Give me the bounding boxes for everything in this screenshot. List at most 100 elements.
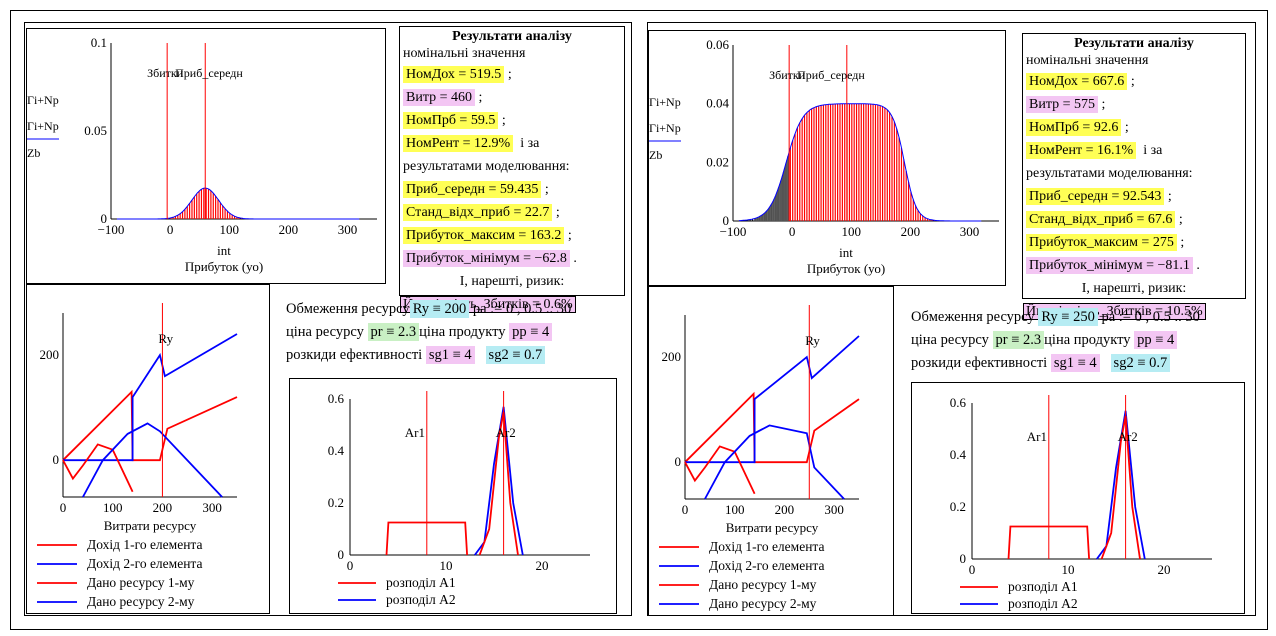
right-allocation-chart: Ry 200 0 0 100 200 300 Витрати ресурсу Дохід 1-г… <box>659 305 860 611</box>
costs: Витр = 575 <box>1026 96 1099 113</box>
x-tick-label: 100 <box>725 502 745 517</box>
x-tick-label: 100 <box>841 224 861 239</box>
param-ry[interactable]: Ry ≡ 250 <box>1038 308 1098 326</box>
std-profit: Станд_відх_приб = 22.7 <box>403 204 553 221</box>
resource-1-line <box>62 443 134 493</box>
nom-rent: НомРент = 12.9% <box>403 135 514 152</box>
y-tick-label: 0.06 <box>706 37 729 52</box>
y-tick-label: 200 <box>40 347 60 362</box>
left-region <box>24 22 632 616</box>
legend-label: розподіл A2 <box>1008 596 1078 611</box>
nom-income: НомДох = 667.6 <box>1026 73 1128 90</box>
param-sg1[interactable]: sg1 ≡ 4 <box>1050 354 1100 372</box>
results-subtitle: номінальні значення <box>403 46 526 61</box>
x-tick-label: 10 <box>1062 562 1075 577</box>
finally-text: І, нарешті, ризик: <box>1081 281 1187 296</box>
legend-label: розподіл A2 <box>386 592 456 607</box>
and-by-text: і за <box>520 136 540 151</box>
param-sg2[interactable]: sg2 ≡ 0.7 <box>485 346 546 364</box>
y-axis-label: Гі+Np <box>27 119 59 133</box>
density-curve <box>738 103 982 222</box>
costs: Витр = 460 <box>403 89 476 106</box>
mean-annotation: Приб_середн <box>797 68 865 82</box>
y-axis-label: Гі+Np <box>27 93 59 107</box>
right-distribution-chart: Ar1 Ar2 0.6 0.4 0.2 00 10 20 розподіл A1 розподіл… <box>950 395 1212 611</box>
results-title: Результати аналізу <box>452 29 572 44</box>
x-axis-label: Витрати ресурсу <box>104 518 197 533</box>
param-pp[interactable]: pp ≡ 4 <box>1134 331 1178 349</box>
x-tick-label: 0 <box>60 500 67 515</box>
loss-annotation: Збитки <box>769 68 806 82</box>
param-label-price: ціна ресурсу <box>286 324 364 340</box>
param-label-spread: розкиди ефективності <box>286 347 423 363</box>
x-axis-label: Прибуток (уо) <box>185 259 263 274</box>
y-tick-label: 0 <box>960 551 967 566</box>
y-tick-label: 0 <box>53 452 60 467</box>
resource-2-line <box>82 422 223 498</box>
finally-text: І, нарешті, ризик: <box>459 274 565 289</box>
x-tick-label: −100 <box>98 222 125 237</box>
income-2-line <box>63 333 238 462</box>
resource-2-line <box>704 424 845 500</box>
x-tick-label: 0 <box>682 502 689 517</box>
x-tick-label: 200 <box>153 500 173 515</box>
legend-label: Дано ресурсу 1-му <box>709 577 817 592</box>
left-histogram-panel: Збитки Приб_середн 0.1 0.05 0 −100 0 100 200 300 Г… <box>26 28 386 284</box>
income-2-line <box>685 335 860 464</box>
x-tick-label: 200 <box>775 502 795 517</box>
param-sg2[interactable]: sg2 ≡ 0.7 <box>1110 354 1171 372</box>
mean-profit: Приб_середн = 59.435 <box>403 181 542 198</box>
income-1-line <box>684 391 860 464</box>
x-tick-label: 20 <box>536 558 549 573</box>
right-distribution-panel: Ar1 Ar2 0.6 0.4 0.2 0 0 10 20 розподіл A1 розподіл… <box>911 382 1245 614</box>
param-pa: pa := 0 , 0.5 .. 30 <box>1101 309 1200 325</box>
a2-overlay-line <box>478 411 519 556</box>
x-tick-label: 100 <box>219 222 239 237</box>
x-axis-label: Витрати ресурсу <box>726 520 819 535</box>
a2-overlay-line <box>1100 415 1141 560</box>
legend-label: Дохід 2-го елемента <box>87 556 202 571</box>
left-allocation-panel: Ry 200 0 0 100 200 300 Витрати ресурсу Дохід 1-г… <box>26 284 270 614</box>
y-tick-label: 0.1 <box>91 35 107 50</box>
mean-profit: Приб_середн = 92.543 <box>1026 188 1165 205</box>
param-label-spread: розкиди ефективності <box>911 355 1048 371</box>
left-distribution-chart: Ar1 Ar2 0.6 0.4 0.2 00 10 20 розподіл A1 розподіл… <box>328 391 590 607</box>
y-tick-label: 0.6 <box>328 391 345 406</box>
results-title: Результати аналізу <box>1074 36 1194 51</box>
y-tick-label: 0.02 <box>706 154 729 169</box>
max-profit: Прибуток_максим = 275 <box>1026 234 1177 251</box>
param-pr[interactable]: pr ≡ 2.3 <box>992 331 1045 349</box>
y-tick-label: 0.2 <box>950 499 966 514</box>
y-tick-label: 0.05 <box>84 123 107 138</box>
y-axis-label: Гі+Np <box>649 95 681 109</box>
ry-annotation: Ry <box>158 331 173 346</box>
x-tick-label: −100 <box>720 224 747 239</box>
param-pr[interactable]: pr ≡ 2.3 <box>367 323 420 341</box>
ar2-annotation: Ar2 <box>496 425 516 440</box>
legend-label: розподіл A1 <box>1008 579 1078 594</box>
y-tick-label: 0 <box>675 454 682 469</box>
left-params: Обмеження ресурсу Ry ≡ 200 pa := 0 , 0.5 … <box>286 298 571 367</box>
nom-income: НомДох = 519.5 <box>403 66 505 83</box>
nom-rent: НомРент = 16.1% <box>1026 142 1137 159</box>
legend-label: Дано ресурсу 2-му <box>87 594 195 609</box>
x-tick-label: 0 <box>969 562 976 577</box>
x-axis-label: Прибуток (уо) <box>807 261 885 276</box>
param-label-product: ціна продукту <box>1044 332 1131 348</box>
param-sg1[interactable]: sg1 ≡ 4 <box>425 346 475 364</box>
right-histogram-panel: Збитки Приб_середн 0.06 0.04 0.02 0 −100 0 100 20… <box>648 30 1006 286</box>
x-tick-label: 0 <box>167 222 174 237</box>
density-curve <box>116 187 360 220</box>
param-pp[interactable]: pp ≡ 4 <box>509 323 553 341</box>
legend-label: Дохід 2-го елемента <box>709 558 824 573</box>
y-tick-label: 0.4 <box>328 443 345 458</box>
right-region <box>647 22 1256 616</box>
ar1-annotation: Ar1 <box>405 425 425 440</box>
y-tick-label: 200 <box>662 349 682 364</box>
min-profit: Прибуток_мінімум = −81.1 <box>1026 257 1193 274</box>
param-ry[interactable]: Ry ≡ 200 <box>409 300 470 318</box>
right-results-box: Результати аналізу номінальні значення Н… <box>1022 33 1246 320</box>
x-tick-label: 300 <box>202 500 222 515</box>
std-profit: Станд_відх_приб = 67.6 <box>1026 211 1176 228</box>
